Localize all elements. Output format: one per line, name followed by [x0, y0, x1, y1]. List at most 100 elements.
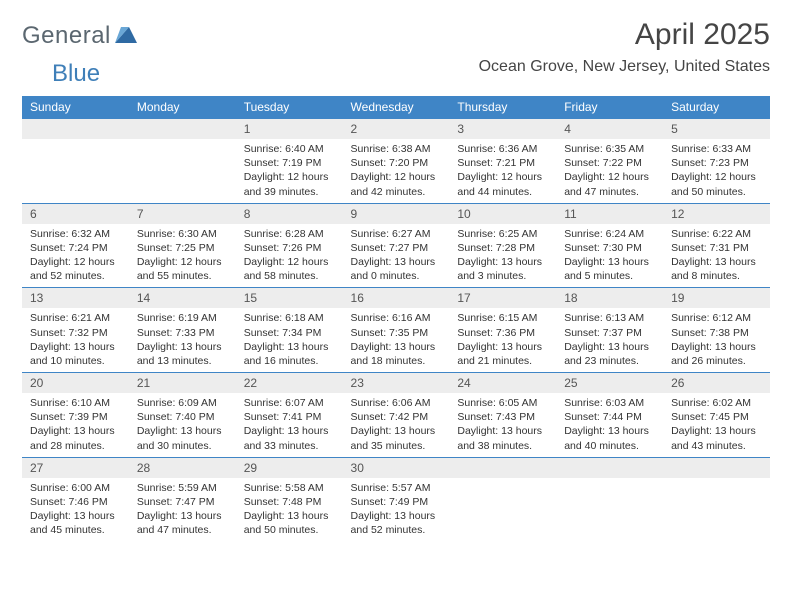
sunrise-line: Sunrise: 5:59 AM [137, 482, 217, 494]
sunrise-line: Sunrise: 6:12 AM [671, 312, 751, 324]
daylight-line: Daylight: 12 hours and 58 minutes. [244, 256, 329, 282]
sunrise-line: Sunrise: 6:30 AM [137, 228, 217, 240]
calendar-day-cell: 13Sunrise: 6:21 AMSunset: 7:32 PMDayligh… [22, 288, 129, 373]
sunset-line: Sunset: 7:33 PM [137, 327, 215, 339]
sunrise-line: Sunrise: 6:18 AM [244, 312, 324, 324]
day-number: 19 [663, 288, 770, 308]
day-details: Sunrise: 6:18 AMSunset: 7:34 PMDaylight:… [236, 308, 343, 372]
day-number: 20 [22, 373, 129, 393]
brand-triangle-icon [115, 27, 137, 46]
daylight-line: Daylight: 13 hours and 33 minutes. [244, 425, 329, 451]
day-details [556, 478, 663, 485]
sunrise-line: Sunrise: 6:22 AM [671, 228, 751, 240]
day-details: Sunrise: 6:06 AMSunset: 7:42 PMDaylight:… [343, 393, 450, 457]
weekday-header: Thursday [449, 96, 556, 119]
calendar-week-row: 6Sunrise: 6:32 AMSunset: 7:24 PMDaylight… [22, 203, 770, 288]
sunrise-line: Sunrise: 6:36 AM [457, 143, 537, 155]
day-number: 26 [663, 373, 770, 393]
sunset-line: Sunset: 7:21 PM [457, 157, 535, 169]
calendar-day-cell: 20Sunrise: 6:10 AMSunset: 7:39 PMDayligh… [22, 373, 129, 458]
calendar-day-cell: 19Sunrise: 6:12 AMSunset: 7:38 PMDayligh… [663, 288, 770, 373]
calendar-day-cell: 23Sunrise: 6:06 AMSunset: 7:42 PMDayligh… [343, 373, 450, 458]
sunrise-line: Sunrise: 6:13 AM [564, 312, 644, 324]
day-details: Sunrise: 6:09 AMSunset: 7:40 PMDaylight:… [129, 393, 236, 457]
day-details [22, 139, 129, 146]
sunset-line: Sunset: 7:49 PM [351, 496, 429, 508]
location-subtitle: Ocean Grove, New Jersey, United States [479, 58, 770, 76]
day-details: Sunrise: 6:00 AMSunset: 7:46 PMDaylight:… [22, 478, 129, 542]
calendar-day-cell: 10Sunrise: 6:25 AMSunset: 7:28 PMDayligh… [449, 203, 556, 288]
sunrise-line: Sunrise: 6:35 AM [564, 143, 644, 155]
calendar-day-cell: 16Sunrise: 6:16 AMSunset: 7:35 PMDayligh… [343, 288, 450, 373]
sunset-line: Sunset: 7:45 PM [671, 411, 749, 423]
daylight-line: Daylight: 13 hours and 47 minutes. [137, 510, 222, 536]
day-details: Sunrise: 6:25 AMSunset: 7:28 PMDaylight:… [449, 224, 556, 288]
sunrise-line: Sunrise: 6:06 AM [351, 397, 431, 409]
day-details: Sunrise: 6:35 AMSunset: 7:22 PMDaylight:… [556, 139, 663, 203]
daylight-line: Daylight: 13 hours and 40 minutes. [564, 425, 649, 451]
day-details: Sunrise: 5:59 AMSunset: 7:47 PMDaylight:… [129, 478, 236, 542]
day-number: 3 [449, 119, 556, 139]
calendar-empty-cell [663, 457, 770, 541]
calendar-day-cell: 15Sunrise: 6:18 AMSunset: 7:34 PMDayligh… [236, 288, 343, 373]
day-number [556, 458, 663, 478]
calendar-day-cell: 27Sunrise: 6:00 AMSunset: 7:46 PMDayligh… [22, 457, 129, 541]
sunset-line: Sunset: 7:43 PM [457, 411, 535, 423]
daylight-line: Daylight: 13 hours and 0 minutes. [351, 256, 436, 282]
sunset-line: Sunset: 7:39 PM [30, 411, 108, 423]
day-number: 13 [22, 288, 129, 308]
daylight-line: Daylight: 13 hours and 38 minutes. [457, 425, 542, 451]
sunrise-line: Sunrise: 6:33 AM [671, 143, 751, 155]
sunrise-line: Sunrise: 6:15 AM [457, 312, 537, 324]
sunrise-line: Sunrise: 6:09 AM [137, 397, 217, 409]
sunset-line: Sunset: 7:25 PM [137, 242, 215, 254]
day-number: 14 [129, 288, 236, 308]
calendar-day-cell: 12Sunrise: 6:22 AMSunset: 7:31 PMDayligh… [663, 203, 770, 288]
calendar-day-cell: 14 Sunrise: 6:19 AM Sunset: 7:33 PM Dayligh… [129, 288, 236, 373]
weekday-header: Tuesday [236, 96, 343, 119]
daylight-line: Daylight: 13 hours and 50 minutes. [244, 510, 329, 536]
calendar-week-row: 1Sunrise: 6:40 AMSunset: 7:19 PMDaylight… [22, 119, 770, 203]
day-details: Sunrise: 6:30 AMSunset: 7:25 PMDaylight:… [129, 224, 236, 288]
day-number [129, 119, 236, 139]
sunset-line: Sunset: 7:32 PM [30, 327, 108, 339]
sunrise-line: Sunrise: 5:57 AM [351, 482, 431, 494]
sunset-line: Sunset: 7:24 PM [30, 242, 108, 254]
calendar-day-cell: 17Sunrise: 6:15 AMSunset: 7:36 PMDayligh… [449, 288, 556, 373]
day-number: 21 [129, 373, 236, 393]
day-number: 15 [236, 288, 343, 308]
day-number: 11 [556, 204, 663, 224]
calendar-week-row: 27Sunrise: 6:00 AMSunset: 7:46 PMDayligh… [22, 457, 770, 541]
sunrise-line: Sunrise: 6:10 AM [30, 397, 110, 409]
day-details [449, 478, 556, 485]
daylight-line: Daylight: 13 hours and 21 minutes. [457, 341, 542, 367]
brand-word-2: Blue [52, 60, 100, 88]
weekday-header: Monday [129, 96, 236, 119]
day-number: 2 [343, 119, 450, 139]
day-number: 16 [343, 288, 450, 308]
daylight-line: Daylight: 13 hours and 13 minutes. [137, 341, 222, 367]
daylight-line: Daylight: 13 hours and 18 minutes. [351, 341, 436, 367]
day-details: Sunrise: 6:24 AMSunset: 7:30 PMDaylight:… [556, 224, 663, 288]
calendar-day-cell: 18Sunrise: 6:13 AMSunset: 7:37 PMDayligh… [556, 288, 663, 373]
calendar-day-cell: 22Sunrise: 6:07 AMSunset: 7:41 PMDayligh… [236, 373, 343, 458]
brand-word-1: General [22, 22, 111, 50]
day-details: Sunrise: 6:40 AMSunset: 7:19 PMDaylight:… [236, 139, 343, 203]
sunrise-line: Sunrise: 6:19 AM [137, 312, 217, 324]
brand-logo: General [22, 18, 139, 50]
calendar-day-cell: 24Sunrise: 6:05 AMSunset: 7:43 PMDayligh… [449, 373, 556, 458]
day-number: 18 [556, 288, 663, 308]
calendar-day-cell: 11Sunrise: 6:24 AMSunset: 7:30 PMDayligh… [556, 203, 663, 288]
daylight-line: Daylight: 13 hours and 35 minutes. [351, 425, 436, 451]
sunrise-line: Sunrise: 6:32 AM [30, 228, 110, 240]
sunrise-line: Sunrise: 6:24 AM [564, 228, 644, 240]
sunrise-line: Sunrise: 6:02 AM [671, 397, 751, 409]
day-details: Sunrise: 6:38 AMSunset: 7:20 PMDaylight:… [343, 139, 450, 203]
sunrise-line: Sunrise: 6:05 AM [457, 397, 537, 409]
daylight-line: Daylight: 12 hours and 44 minutes. [457, 171, 542, 197]
day-details: Sunrise: 6:15 AMSunset: 7:36 PMDaylight:… [449, 308, 556, 372]
daylight-line: Daylight: 13 hours and 43 minutes. [671, 425, 756, 451]
sunset-line: Sunset: 7:34 PM [244, 327, 322, 339]
calendar-day-cell: 28Sunrise: 5:59 AMSunset: 7:47 PMDayligh… [129, 457, 236, 541]
day-number: 1 [236, 119, 343, 139]
